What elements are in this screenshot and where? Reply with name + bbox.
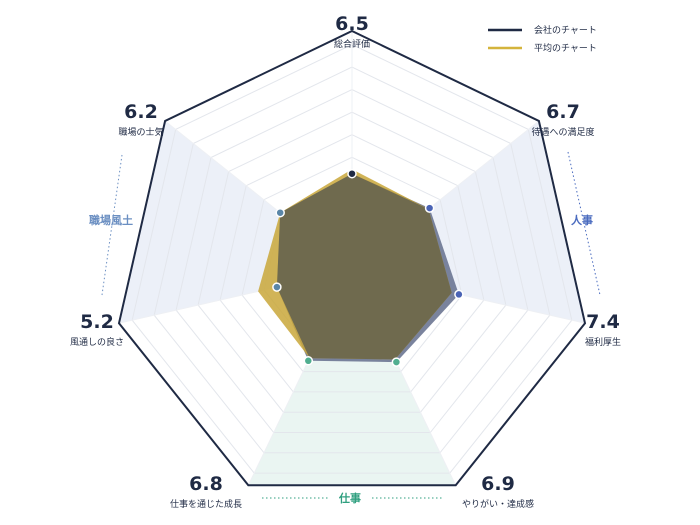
data-point-2 (424, 203, 435, 213)
grid-ring (175, 89, 529, 433)
radar-axis-labels: 6.5 総合評価 6.7 待遇への満足度 7.4 福利厚生 6.9 やりがい・達成感 6.8 仕事… (70, 13, 621, 510)
data-point-4 (391, 357, 402, 367)
data-point-6 (272, 282, 282, 292)
axis-value-3: 7.4 (586, 311, 620, 333)
grid-ring (241, 156, 463, 373)
grid-ring (197, 111, 507, 413)
axis-label-3: 福利厚生 (585, 336, 621, 348)
axis-label-6: 風通しの良さ (70, 336, 124, 348)
legend-company-label: 会社のチャート (534, 24, 597, 36)
legend-average-label: 平均のチャート (534, 42, 597, 54)
grid-ring (153, 66, 551, 454)
axis-value-1: 6.5 (335, 13, 369, 35)
grid-ring (219, 134, 485, 393)
group-hr-guide (567, 151, 601, 296)
axis-value-7: 6.2 (124, 101, 158, 123)
axis-value-2: 6.7 (546, 101, 580, 123)
chart-legend: 会社のチャート 平均のチャート (488, 24, 597, 54)
series-overlap-area (276, 173, 452, 360)
axis-value-5: 6.8 (189, 473, 223, 495)
data-point-3 (454, 289, 464, 300)
group-culture-label: 職場風土 (89, 213, 133, 227)
axis-value-4: 6.9 (481, 473, 515, 495)
outer-frame (117, 29, 587, 487)
axis-label-2: 待遇への満足度 (531, 126, 594, 138)
group-work-label: 仕事 (338, 491, 361, 505)
axis-label-4: やりがい・達成感 (462, 498, 534, 510)
sector-work (248, 292, 456, 486)
group-hr-label: 人事 (571, 213, 593, 227)
data-point-7 (275, 207, 285, 218)
radar-series (258, 169, 459, 363)
axis-label-7: 職場の士気 (118, 126, 163, 138)
axis-label-1: 総合評価 (334, 38, 370, 50)
data-point-1 (347, 168, 357, 179)
axis-label-5: 仕事を通じた成長 (170, 498, 242, 510)
radar-outer-frame (117, 29, 587, 487)
axis-value-6: 5.2 (80, 311, 114, 333)
data-point-5 (303, 356, 314, 366)
grid-ring (131, 43, 573, 474)
radar-data-points (272, 168, 464, 367)
